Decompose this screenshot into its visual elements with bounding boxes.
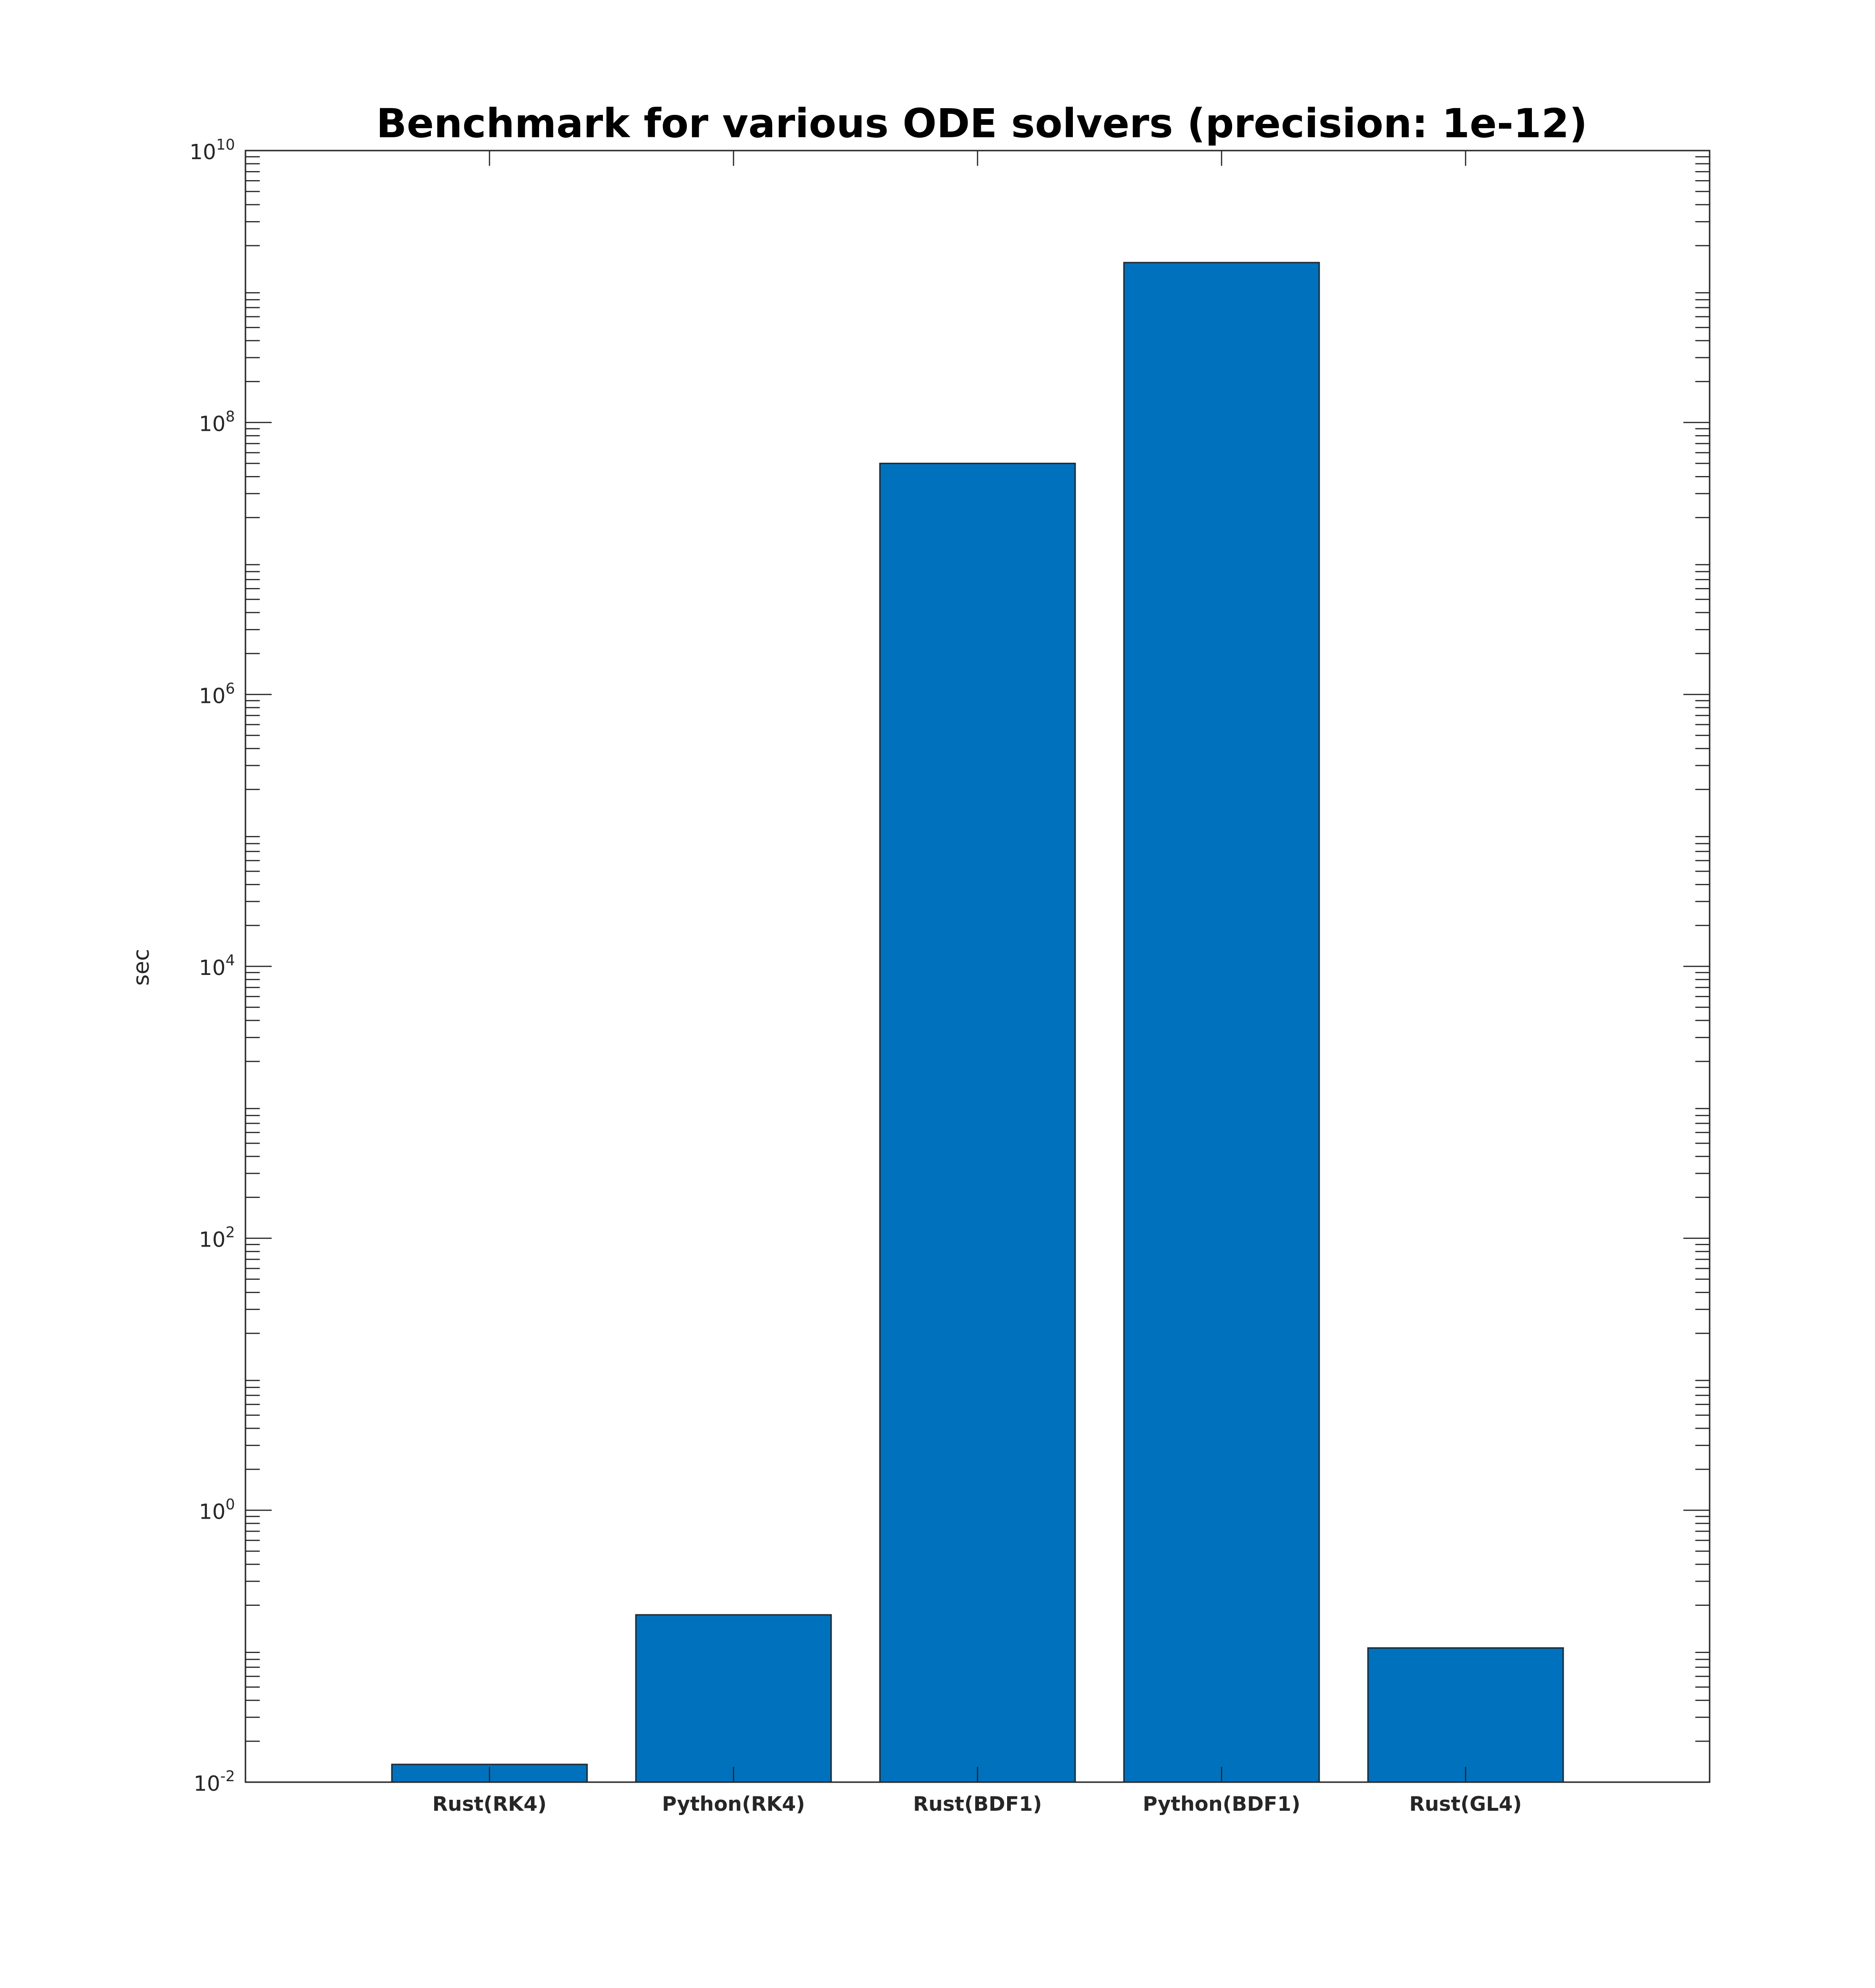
bar-python-bdf1 [1123,262,1320,1783]
bar-python-rk4 [635,1614,832,1783]
x-tick-label: Rust(BDF1) [913,1792,1042,1816]
y-tick-label-group: 10-2 100 102 104 106 108 1010 [190,136,235,1796]
bar-rust-bdf1 [879,463,1076,1783]
x-tick-label: Rust(GL4) [1409,1792,1522,1816]
x-tick-label: Python(BDF1) [1143,1792,1301,1816]
chart-title: Benchmark for various ODE solvers (preci… [376,100,1587,147]
x-tick-label: Rust(RK4) [432,1792,547,1816]
y-tick-label: 106 [199,680,235,708]
bar-group [391,262,1564,1783]
minor-tick-group [245,156,1710,1742]
plot-axes-frame [245,150,1711,1783]
y-tick-label: 100 [199,1496,235,1524]
y-tick-label: 10-2 [194,1768,235,1796]
y-tick-label: 1010 [190,136,235,164]
y-tick-label: 108 [199,408,235,436]
bar-rust-gl4 [1367,1647,1564,1783]
x-tick-label-group: Rust(RK4) Python(RK4) Rust(BDF1) Python(BDF… [432,1792,1522,1816]
y-tick-label: 104 [199,952,235,980]
y-tick-label: 102 [199,1224,235,1252]
y-axis-label: sec [128,949,154,986]
x-tick-group [489,151,1467,1782]
x-tick-label: Python(RK4) [662,1792,805,1816]
